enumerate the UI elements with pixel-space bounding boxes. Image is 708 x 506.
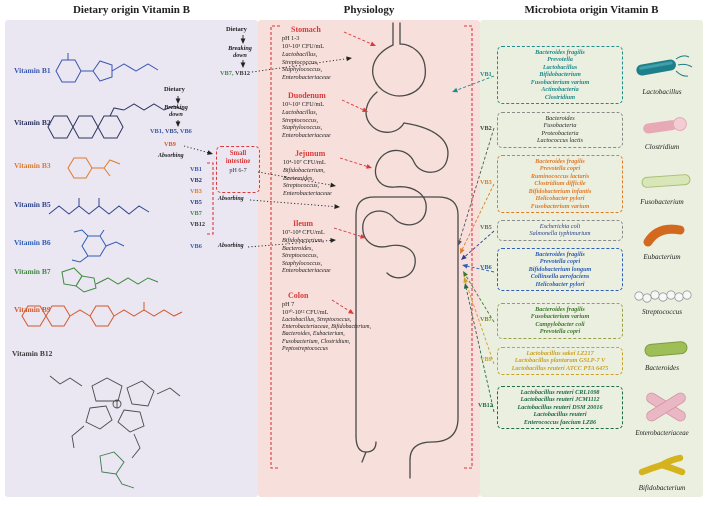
vb6-text: VB6	[179, 128, 192, 135]
vb5-species-box: Escherichia coli Salmonella typhimurium	[497, 220, 623, 241]
vitamin-b7-label: Vitamin B7	[14, 267, 51, 276]
section-title-duodenum: Duodenum	[288, 91, 326, 100]
vb7-text: VB7,	[220, 70, 234, 77]
colon-cfu: 10¹⁰-10¹² CFU/mL	[282, 309, 329, 316]
clostridium-icon	[643, 117, 687, 134]
dietary-flow-top-label: Dietary	[226, 26, 247, 33]
vb2-species-box: Bacteroides Fusobacteria Proteobacteria …	[497, 112, 623, 148]
vitamin-b6-label: Vitamin B6	[14, 238, 51, 247]
vb1-box-label: VB1	[480, 71, 492, 78]
vitamin-b5-structure	[48, 198, 150, 215]
vb5-text: VB5,	[164, 128, 179, 135]
vb9-source-label: VB9	[164, 141, 176, 148]
breaking-down-top-label: Breaking down	[228, 45, 252, 59]
vitamin-b3-structure	[67, 157, 121, 179]
vitamin-b2-label: Vitamin B2	[14, 118, 51, 127]
jejunum-cfu: 10⁴-10⁷ CFU/mL	[283, 159, 326, 166]
vitamin-b2-structure	[47, 103, 185, 139]
list-vb1: VB1	[190, 166, 202, 173]
vb1-species-box: Bacteroides fragilis Prevotella Lactobac…	[497, 46, 623, 105]
eubacterium-label: Eubacterium	[643, 253, 681, 261]
vb12-species-box: Lactobacillus reuteri CRL1098 Lactobacil…	[497, 386, 623, 430]
duodenum-species: Lactobacillus, Streptococcus, Staphyloco…	[282, 109, 331, 139]
vitamin-b7-structure	[61, 267, 159, 293]
section-title-colon: Colon	[288, 291, 309, 300]
bifidobacterium-icon	[638, 454, 686, 476]
eubacterium-icon	[643, 224, 685, 247]
stomach-ph: pH 1-3	[282, 35, 300, 42]
vb3-species-box: Bacteroides fragilis Prevotella copri Ru…	[497, 155, 623, 214]
vb6-source-label: VB6	[190, 243, 202, 250]
vb6-species-box: Bacteroides fragilis Prevotella copri Bi…	[497, 248, 623, 292]
section-title-ileum: Ileum	[293, 219, 313, 228]
absorbing-label-2: Absorbing	[218, 196, 244, 202]
small-intestine-box: Small intestine pH 6-7	[216, 146, 260, 193]
section-title-stomach: Stomach	[291, 25, 321, 34]
vitamin-b1-structure	[55, 53, 159, 83]
breakdown-result-top: VB7, VB12	[220, 70, 250, 77]
stomach-species: Lactobacillus, Streptococcus, Staphyloco…	[282, 51, 331, 81]
panel-title-microbiota: Microbiota origin Vitamin B	[524, 4, 659, 16]
vitamin-b6-structure	[71, 229, 125, 263]
colon-ph: pH 7	[282, 301, 295, 308]
fusobacterium-icon	[641, 174, 691, 188]
breakdown-result-mid: VB1, VB5, VB6	[150, 128, 192, 135]
vb12-text: VB12	[234, 70, 250, 77]
list-vb5: VB5	[190, 199, 202, 206]
ileum-cfu: 10⁷-10⁸ CFU/mL	[282, 229, 325, 236]
list-vb12: VB12	[190, 221, 206, 228]
enterobacteriaceae-label: Enterobacteriaceae	[635, 430, 689, 437]
breaking-down-mid-label: Breaking down	[164, 104, 188, 118]
absorbing-label-3: Absorbing	[218, 243, 244, 249]
vitamin-b1-label: Vitamin B1	[14, 66, 51, 75]
ileum-species: Bifidobacterium, Bacteroides, Streptococ…	[282, 237, 331, 275]
vb2-box-label: VB2	[480, 125, 492, 132]
list-vb2: VB2	[190, 177, 202, 184]
stomach-cfu: 10¹-10³ CFU/mL	[282, 43, 325, 50]
lactobacillus-icon	[636, 55, 693, 77]
absorbing-label-1: Absorbing	[158, 153, 184, 159]
list-vb7: VB7	[190, 210, 202, 217]
panel-title-physiology: Physiology	[343, 4, 395, 16]
streptococcus-label: Streptococcus	[641, 308, 683, 316]
list-vb3: VB3	[190, 188, 202, 195]
vitamin-b5-label: Vitamin B5	[14, 200, 51, 209]
small-intestine-title: Small intestine	[225, 150, 251, 165]
bacteroides-icon	[644, 341, 688, 357]
vitamin-b12-label: Vitamin B12	[12, 349, 53, 358]
vb7-species-box: Bacteroides fragilis Fusobacterium variu…	[497, 303, 623, 339]
section-title-jejunum: Jejunum	[295, 149, 326, 158]
clostridium-label: Clostridium	[644, 143, 680, 151]
panel-title-dietary: Dietary origin Vitamin B	[72, 4, 191, 16]
bacteroides-label: Bacteroides	[644, 364, 680, 372]
absorbed-vitamin-list: VB1 VB2 VB3 VB5 VB7 VB12	[190, 164, 205, 230]
vb9-species-box: Lactobacillus sakei LZ217 Lactobacillus …	[497, 347, 623, 376]
vitamin-b12-structure	[49, 375, 181, 489]
panel-dietary	[5, 20, 258, 497]
vb6-box-label: VB6	[480, 264, 492, 271]
bifidobacterium-label: Bifidobacterium	[638, 484, 686, 492]
vb3-box-label: VB3	[480, 179, 492, 186]
vitamin-b9-structure	[21, 302, 183, 327]
streptococcus-icon	[634, 290, 692, 303]
vitamin-b9-label: Vitamin B9	[14, 305, 51, 314]
vitamin-b3-label: Vitamin B3	[14, 161, 51, 170]
vb1-text: VB1,	[150, 128, 164, 135]
lactobacillus-label: Lactobacillus	[642, 88, 682, 96]
small-intestine-ph: pH 6-7	[229, 167, 247, 175]
dietary-flow-mid-label: Dietary	[164, 86, 185, 93]
vb7-box-label: VB7	[480, 316, 492, 323]
duodenum-cfu: 10¹-10³ CFU/mL	[282, 101, 325, 108]
fusobacterium-label: Fusobacterium	[640, 198, 684, 206]
colon-species: Lactobacillus, Streptococcus, Enterobact…	[282, 317, 371, 352]
vb5-box-label: VB5	[480, 224, 492, 231]
vb9-box-label: VB9	[480, 356, 492, 363]
panel-microbiota	[480, 20, 703, 497]
enterobacteriaceae-icon	[646, 392, 686, 422]
jejunum-species: Bifidobacterium, Bacteroides, Streptococ…	[283, 167, 332, 197]
vb12-box-label: VB12	[478, 402, 493, 409]
